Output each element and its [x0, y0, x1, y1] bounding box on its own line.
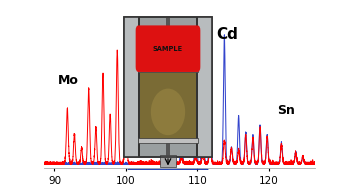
Text: ELUATE: ELUATE — [155, 180, 181, 185]
Text: SAMPLE: SAMPLE — [153, 46, 183, 52]
Bar — [160, 155, 176, 167]
FancyBboxPatch shape — [136, 25, 200, 72]
FancyBboxPatch shape — [127, 169, 209, 189]
Bar — [198, 17, 212, 157]
Text: Cd: Cd — [216, 27, 238, 42]
Bar — [166, 17, 170, 157]
Bar — [138, 66, 198, 72]
Ellipse shape — [151, 89, 185, 135]
Bar — [196, 17, 198, 157]
Text: Sn: Sn — [278, 104, 295, 117]
Bar — [124, 17, 138, 157]
Bar — [124, 17, 212, 157]
Bar — [124, 17, 212, 157]
Bar — [138, 17, 140, 157]
Text: Mo: Mo — [58, 74, 79, 87]
Bar — [140, 70, 196, 140]
Bar — [138, 138, 198, 143]
